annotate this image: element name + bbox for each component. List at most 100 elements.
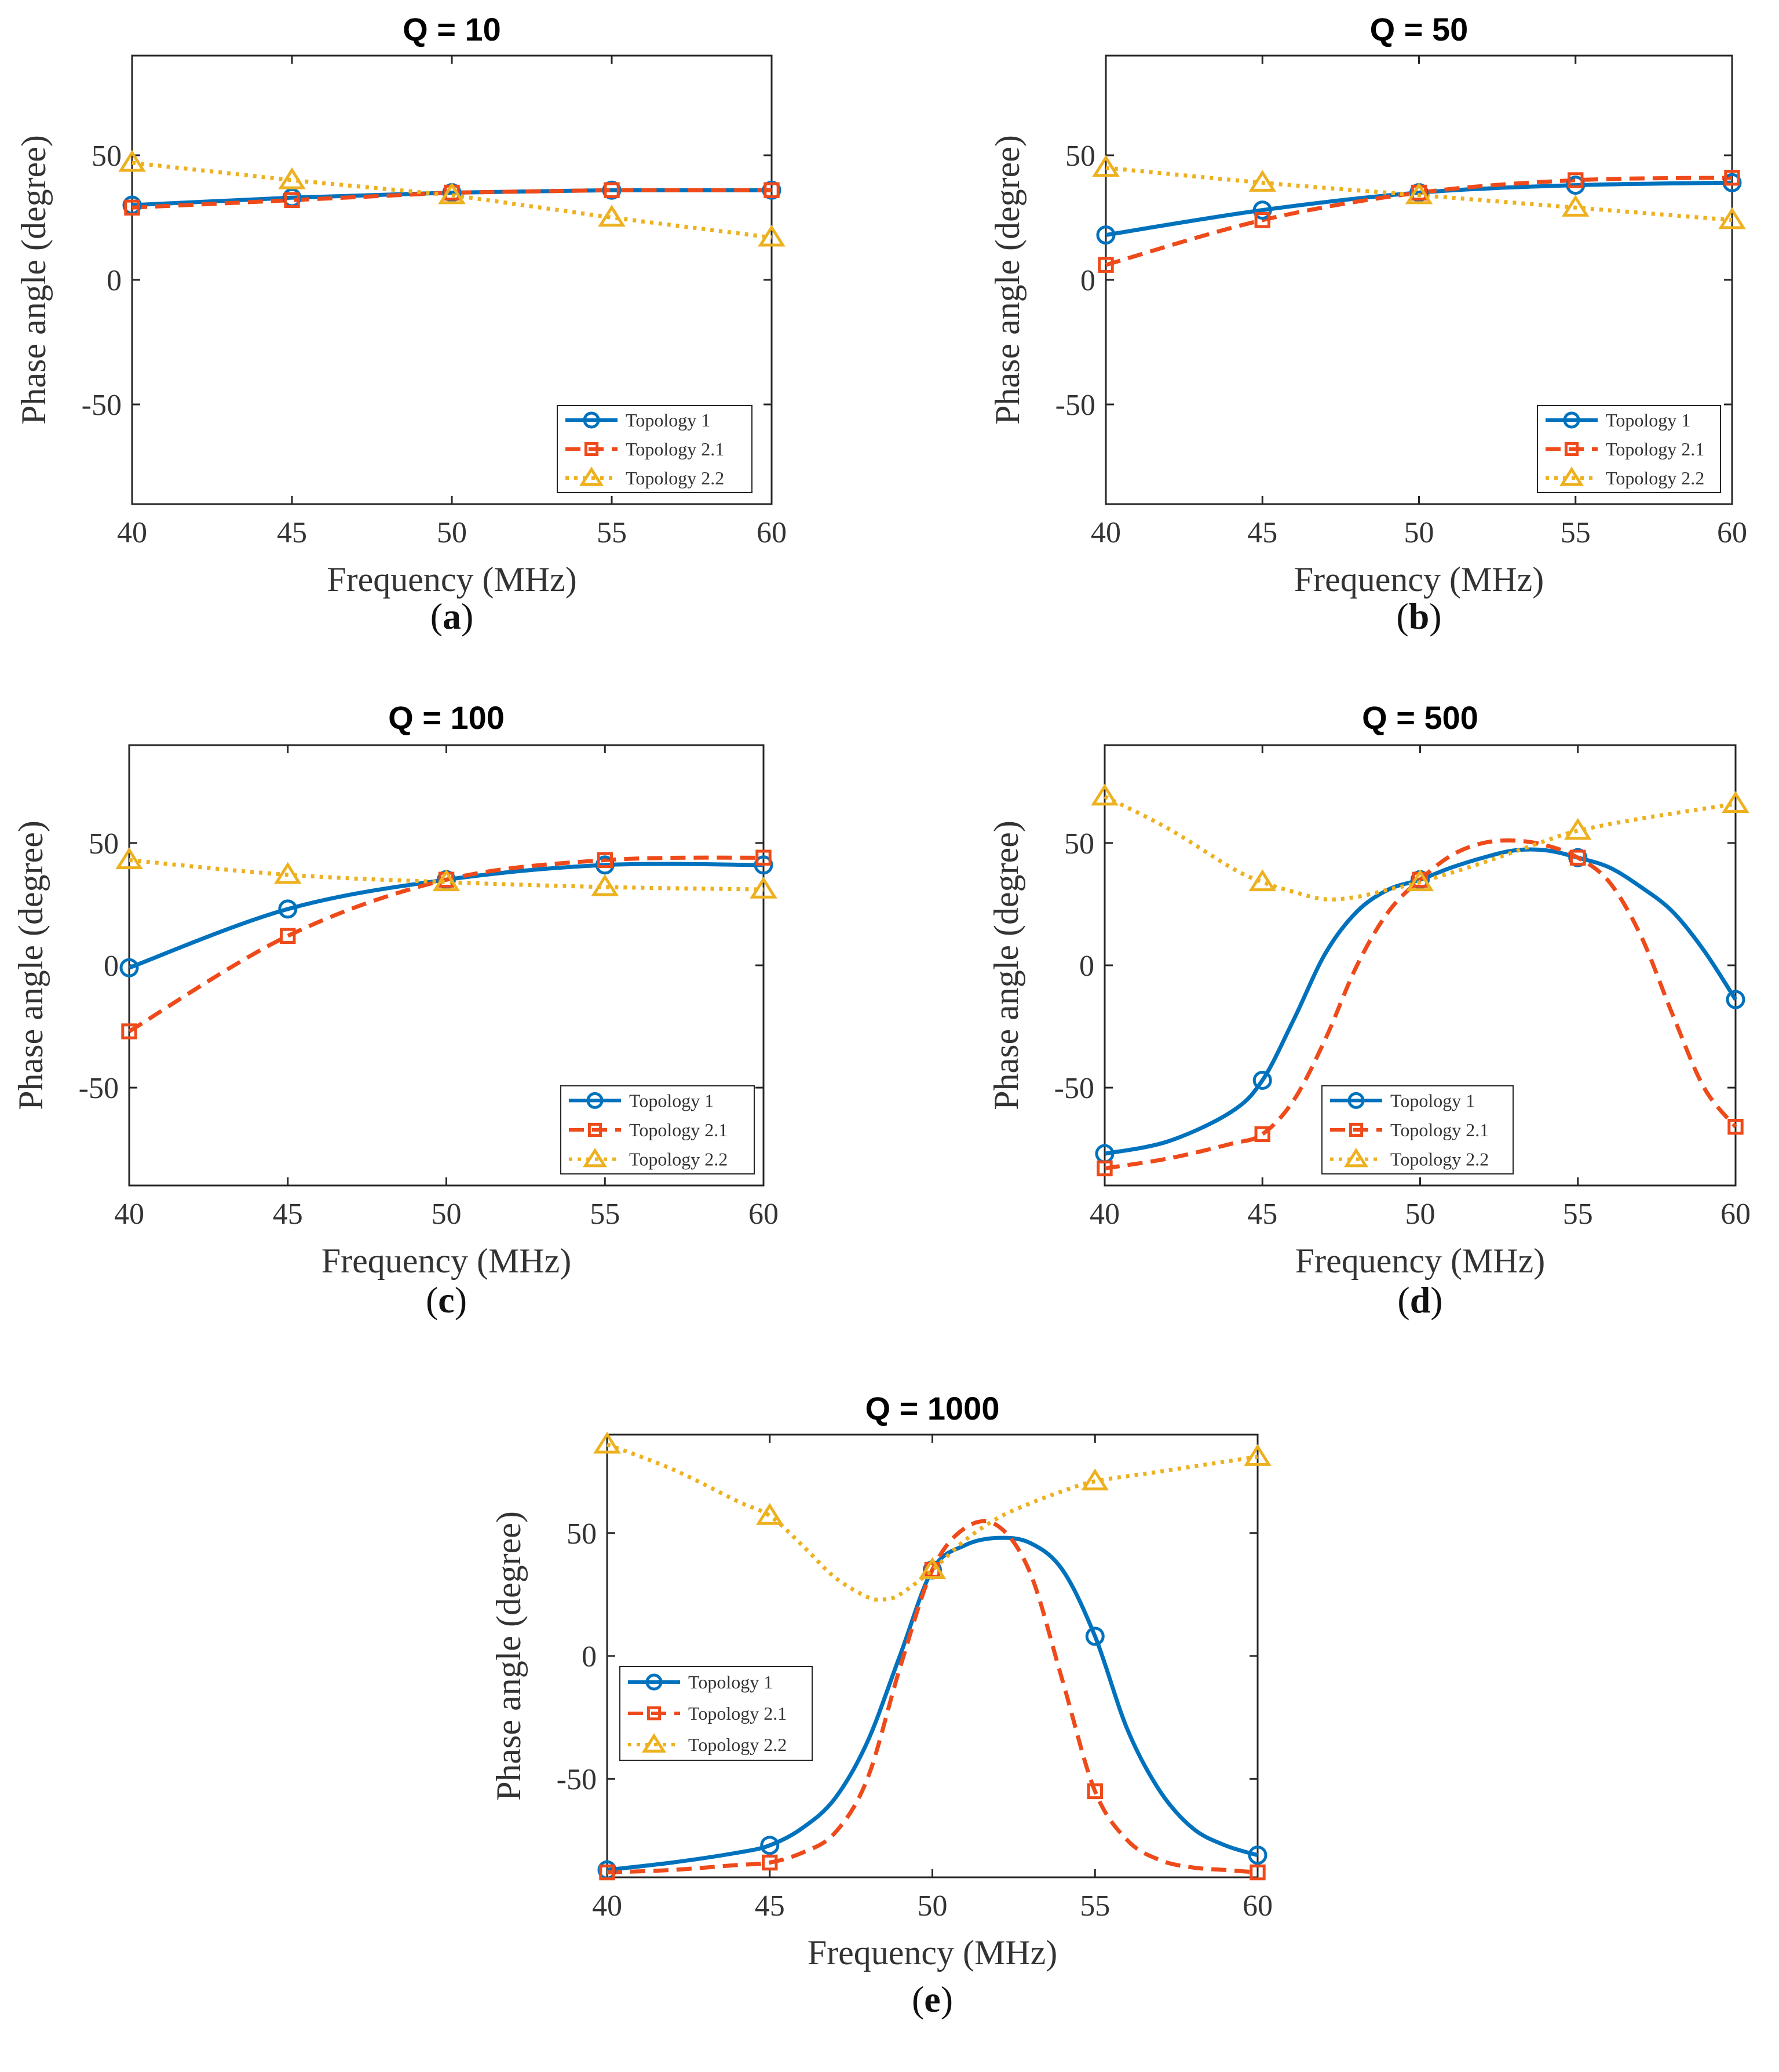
panel-label: (e) [912, 1979, 953, 2020]
data-point-topology-2-2 [591, 874, 619, 896]
data-point-topology-2-1 [1087, 1783, 1103, 1800]
y-tick-label: 50 [1064, 827, 1094, 860]
chart-panel-a: Q = 10 40 45 50 55 60 -50 0 50 Frequency (MHz) Pha… [14, 11, 787, 637]
legend-marker-topology-2-2 [582, 1147, 608, 1168]
data-point-topology-2-2 [1248, 170, 1277, 192]
data-point-topology-2-2 [1081, 1468, 1109, 1491]
chart-panel-e: Q = 1000 40 45 50 55 60 -50 0 50 Frequency (MHz) P… [490, 1390, 1273, 2020]
data-point-topology-1 [1252, 200, 1272, 220]
chart-title: Q = 50 [1370, 11, 1469, 48]
legend-marker-topology-2-1 [584, 442, 599, 457]
data-point-topology-2-2 [1244, 1444, 1272, 1466]
legend-marker-topology-1 [583, 411, 600, 429]
data-point-topology-2-2 [278, 167, 306, 189]
data-point-topology-2-2 [1406, 869, 1434, 892]
series-line-topology-2-2 [606, 1442, 1258, 1602]
legend-label-topology-1: Topology 1 [629, 1090, 714, 1111]
data-point-topology-2-2 [758, 224, 786, 247]
panel-label: (c) [426, 1279, 467, 1320]
data-point-topology-2-2 [918, 1557, 947, 1579]
legend-marker-topology-2-1 [1349, 1122, 1364, 1137]
data-point-topology-2-1 [1568, 172, 1584, 188]
data-point-topology-2-1 [762, 1854, 778, 1871]
x-tick-label: 45 [273, 1198, 303, 1231]
x-tick-label: 45 [277, 516, 307, 549]
x-tick-label: 60 [1243, 1889, 1273, 1923]
data-point-topology-2-1 [1250, 1864, 1266, 1881]
x-tick-label: 50 [1405, 1198, 1435, 1231]
data-point-topology-2-1 [599, 1864, 615, 1881]
legend-marker-topology-1 [1563, 411, 1580, 429]
y-tick-label: 0 [1080, 264, 1095, 297]
data-point-topology-2-2 [273, 862, 302, 884]
data-point-topology-2-2 [755, 1502, 784, 1525]
data-point-topology-2-1 [1254, 1126, 1270, 1143]
x-tick-label: 60 [1717, 516, 1747, 549]
data-point-topology-1 [595, 855, 615, 875]
y-tick-label: 0 [582, 1640, 597, 1673]
data-point-topology-2-1 [124, 199, 140, 216]
legend-label-topology-2-2: Topology 2.2 [629, 1149, 728, 1170]
data-point-topology-2-1 [604, 182, 620, 198]
y-tick-label: 50 [567, 1517, 597, 1551]
data-point-topology-2-1 [764, 182, 780, 198]
x-tick-label: 40 [1090, 1198, 1120, 1231]
panel-label: (d) [1397, 1279, 1442, 1320]
x-tick-label: 45 [1247, 516, 1277, 549]
series-line-topology-2-2 [129, 858, 764, 892]
x-tick-label: 40 [1091, 516, 1121, 549]
x-tick-label: 60 [757, 516, 787, 549]
data-point-topology-2-2 [593, 1431, 621, 1454]
data-point-topology-2-1 [121, 1023, 137, 1039]
y-tick-label: -50 [79, 1072, 119, 1105]
data-point-topology-1 [119, 958, 139, 977]
data-point-topology-2-2 [1718, 207, 1746, 229]
data-point-topology-2-1 [284, 192, 300, 209]
legend-marker-topology-2-2 [1343, 1147, 1369, 1168]
data-point-topology-2-1 [1254, 212, 1270, 228]
y-tick-label: 50 [89, 827, 119, 860]
y-axis-label: Phase angle (degree) [987, 820, 1025, 1110]
x-tick-label: 55 [1563, 1198, 1593, 1231]
y-tick-label: 50 [1065, 140, 1095, 173]
chart-title: Q = 10 [403, 11, 501, 48]
chart-title: Q = 1000 [865, 1390, 1000, 1427]
y-axis-label: Phase angle (degree) [12, 820, 50, 1110]
data-point-topology-1 [1726, 990, 1745, 1009]
legend-label-topology-1: Topology 1 [688, 1672, 773, 1692]
legend: Topology 1 Topology 2.1 Topology 2.2 [560, 1085, 755, 1174]
legend-marker-topology-2-2 [579, 466, 604, 486]
x-tick-label: 45 [755, 1889, 785, 1923]
legend-label-topology-2-2: Topology 2.2 [1606, 468, 1704, 488]
legend-label-topology-2-2: Topology 2.2 [626, 468, 724, 488]
data-point-topology-2-1 [1727, 1118, 1744, 1135]
y-tick-label: 0 [104, 950, 119, 983]
data-point-topology-2-1 [1098, 257, 1114, 273]
x-tick-label: 40 [114, 1198, 144, 1231]
data-point-topology-2-1 [597, 852, 613, 869]
data-point-topology-2-2 [115, 847, 143, 870]
data-point-topology-2-2 [750, 876, 777, 899]
legend-marker-topology-2-1 [1564, 442, 1579, 457]
series-line-topology-2-1 [128, 855, 764, 1033]
series-line-topology-1 [607, 1535, 1258, 1872]
data-point-topology-2-2 [1248, 869, 1277, 892]
data-point-topology-2-2 [1722, 791, 1749, 813]
chart-title: Q = 500 [1362, 699, 1478, 736]
data-point-topology-2-2 [438, 182, 466, 205]
series-line-topology-2-1 [1105, 176, 1733, 267]
legend-label-topology-2-1: Topology 2.1 [1390, 1119, 1489, 1140]
data-point-topology-2-2 [1561, 195, 1590, 217]
series-line-topology-2-2 [131, 160, 772, 240]
x-axis-label: Frequency (MHz) [808, 1934, 1058, 1972]
data-point-topology-2-2 [432, 869, 461, 892]
legend-label-topology-2-2: Topology 2.2 [688, 1734, 787, 1755]
y-axis-label: Phase angle (degree) [14, 135, 53, 425]
legend: Topology 1 Topology 2.1 Topology 2.2 [1321, 1085, 1514, 1174]
chart-panel-c: Q = 100 40 45 50 55 60 -50 0 50 Frequency (MHz) Ph… [12, 699, 779, 1320]
legend-label-topology-1: Topology 1 [1606, 410, 1690, 431]
x-tick-label: 40 [592, 1889, 622, 1923]
legend-label-topology-2-1: Topology 2.1 [1606, 439, 1704, 459]
x-tick-label: 50 [1404, 516, 1434, 549]
